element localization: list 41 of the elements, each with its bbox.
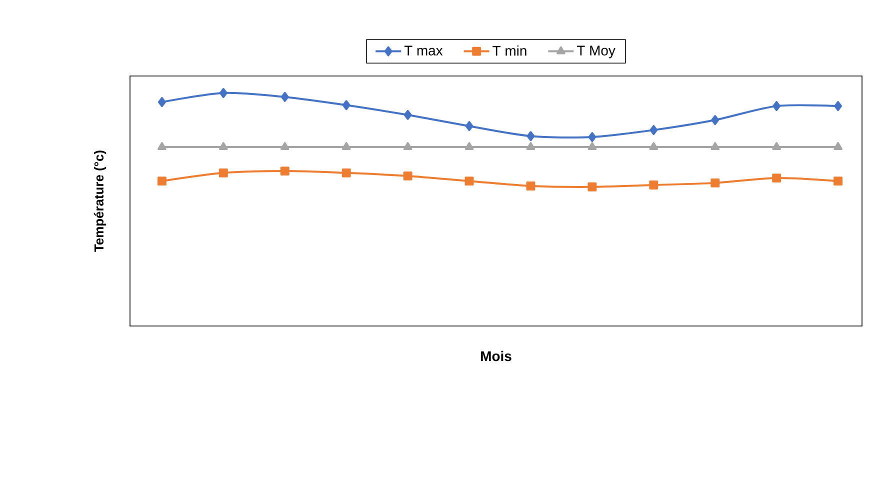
point (649, 142, 658, 150)
point (464, 176, 474, 186)
point (588, 132, 596, 142)
point (526, 131, 535, 142)
point (403, 142, 412, 150)
point (772, 174, 782, 183)
point (218, 168, 228, 178)
point (710, 142, 720, 150)
point (280, 166, 290, 176)
y-axis-title: Température (°c) (94, 150, 106, 252)
legend-label: T Moy (576, 46, 616, 58)
point (772, 142, 782, 150)
point (158, 97, 166, 108)
point (342, 142, 351, 150)
x-axis-title: Mois (481, 350, 512, 362)
point (218, 142, 228, 150)
point (649, 180, 658, 190)
point (280, 142, 290, 150)
point (834, 101, 842, 112)
point (710, 178, 720, 188)
point (772, 101, 781, 112)
point (834, 176, 843, 186)
point (342, 100, 350, 110)
point (526, 142, 536, 150)
point (711, 115, 720, 126)
point (342, 168, 351, 178)
point (464, 142, 474, 150)
legend-label: T min (492, 46, 526, 56)
point (157, 176, 166, 186)
legend-label: T max (404, 46, 443, 56)
point (280, 92, 289, 102)
point (404, 110, 412, 120)
point (526, 181, 536, 190)
point (219, 88, 228, 98)
point (588, 142, 597, 150)
point (403, 171, 412, 180)
point (465, 121, 474, 132)
point (834, 142, 842, 150)
point (588, 182, 597, 192)
point (650, 125, 658, 136)
point (158, 142, 166, 150)
